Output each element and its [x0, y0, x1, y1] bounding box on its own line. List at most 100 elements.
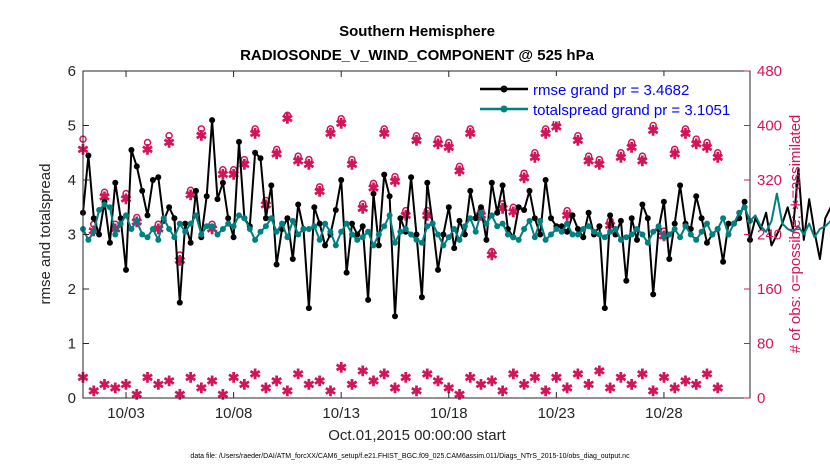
obs-assimilated-marker: ✱	[357, 363, 369, 379]
obs-assimilated-marker: ✱	[109, 380, 121, 396]
rmse-point	[585, 209, 592, 216]
rmse-point	[521, 207, 528, 213]
obs-assimilated-marker: ✱	[432, 136, 444, 152]
obs-possible-marker	[348, 155, 356, 164]
obs-possible-marker	[703, 138, 711, 147]
obs-possible-marker	[584, 152, 593, 160]
rmse-point	[650, 291, 657, 298]
spread-point	[515, 236, 522, 243]
obs-assimilated-marker: ✱	[346, 156, 358, 172]
spread-point	[709, 231, 716, 238]
obs-possible-marker	[617, 149, 625, 157]
spread-point	[601, 234, 608, 241]
rmse-point	[499, 182, 506, 189]
obs-assimilated-marker: ✱	[314, 373, 326, 389]
rmse-point	[219, 179, 226, 186]
y-left-tick-label: 1	[68, 336, 76, 353]
spread-point	[671, 226, 678, 232]
obs-assimilated-marker: ✱	[411, 132, 423, 148]
spread-point	[392, 239, 398, 246]
spread-point	[730, 220, 737, 227]
spread-point	[591, 228, 597, 235]
obs-assimilated-marker: ✱	[615, 370, 627, 386]
spread-point	[418, 239, 425, 246]
spread-point	[564, 220, 571, 227]
obs-assimilated-marker: ✱	[647, 122, 659, 138]
rmse-point	[133, 163, 140, 170]
rmse-point	[634, 236, 640, 243]
obs-assimilated-marker: ✱	[346, 376, 358, 392]
spread-point	[230, 223, 237, 230]
rmse-point	[338, 177, 345, 183]
rmse-point	[671, 220, 678, 227]
rmse-point	[230, 234, 237, 241]
rmse-point	[574, 226, 581, 232]
obs-possible-marker	[541, 125, 550, 133]
rmse-point	[262, 215, 269, 222]
obs-possible-marker	[305, 155, 313, 164]
obs-assimilated-marker: ✱	[540, 126, 552, 142]
obs-assimilated-marker: ✱	[142, 370, 154, 386]
spread-point	[585, 223, 592, 230]
obs-assimilated-marker: ✱	[647, 383, 659, 399]
spread-point	[542, 236, 549, 243]
rmse-point	[515, 204, 522, 211]
spread-point	[451, 226, 458, 232]
obs-possible-marker	[563, 206, 571, 215]
rmse-point	[96, 231, 103, 238]
spread-point	[225, 220, 232, 227]
rmse-point	[252, 149, 259, 156]
obs-assimilated-marker: ✱	[529, 370, 541, 386]
spread-point	[123, 212, 129, 219]
spread-point	[537, 217, 544, 224]
spread-point	[607, 228, 614, 235]
x-tick-label: 10/18	[430, 405, 468, 422]
rmse-point	[209, 117, 216, 124]
obs-assimilated-marker: ✱	[325, 383, 337, 399]
obs-assimilated-marker: ✱	[626, 376, 638, 392]
x-tick-label: 10/08	[215, 405, 253, 422]
spread-point	[193, 212, 199, 219]
spread-point	[666, 231, 673, 238]
obs-possible-marker	[100, 188, 109, 197]
rmse-point	[257, 155, 264, 162]
spread-point	[499, 220, 506, 227]
rmse-point	[381, 171, 388, 178]
spread-point	[558, 228, 565, 235]
rmse-point	[128, 147, 135, 153]
obs-assimilated-marker: ✱	[432, 373, 444, 389]
rmse-point	[704, 239, 710, 246]
rmse-point	[225, 215, 232, 222]
obs-assimilated-marker: ✱	[335, 115, 347, 131]
obs-assimilated-marker: ✱	[163, 373, 175, 389]
obs-assimilated-marker: ✱	[260, 380, 272, 396]
obs-possible-marker	[681, 125, 690, 133]
spread-point	[548, 231, 554, 238]
obs-possible-marker	[595, 155, 604, 164]
obs-assimilated-marker: ✱	[583, 376, 595, 392]
rmse-point	[370, 190, 377, 197]
spread-point	[504, 231, 511, 238]
footer-data-file: data file: /Users/raeder/DAI/ATM_forcXX/…	[190, 453, 630, 460]
obs-assimilated-marker: ✱	[314, 184, 326, 200]
y-axis-left: 0 1 2 3 4 5 6	[68, 63, 89, 407]
rmse-point	[354, 231, 361, 238]
obs-series-bottom: ✱✱ ✱ ✱ ✱✱✱ ✱ ✱✱✱✱ ✱✱✱ ✱✱✱ ✱✱✱✱ ✱✱✱✱✱✱ ✱✱✱✱✱ ✱ ✱ ✱✱ ✱ ✱✱…	[77, 359, 724, 402]
rmse-point	[187, 239, 194, 246]
y-left-tick-label: 2	[68, 281, 76, 298]
spread-point	[677, 234, 684, 241]
obs-assimilated-marker: ✱	[443, 139, 455, 155]
spread-point	[359, 234, 366, 241]
obs-possible-marker	[412, 131, 421, 140]
rmse-point	[155, 174, 162, 181]
spread-point	[687, 231, 694, 238]
spread-point	[510, 234, 517, 241]
obs-possible-marker	[219, 166, 227, 174]
spread-point	[209, 223, 216, 230]
spread-point	[262, 223, 269, 230]
spread-point	[424, 223, 431, 230]
obs-possible-marker	[294, 152, 302, 160]
obs-possible-marker	[251, 125, 259, 133]
spread-point	[219, 226, 226, 232]
